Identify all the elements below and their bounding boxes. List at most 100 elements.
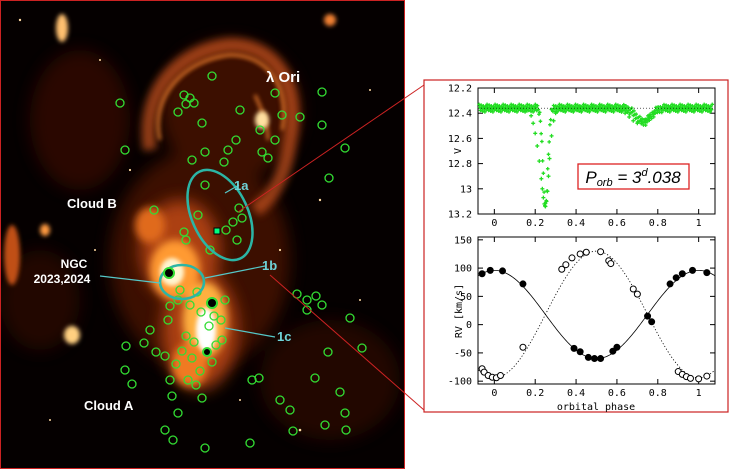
rv-secondary-point <box>562 261 570 269</box>
young-star <box>340 143 350 153</box>
lc-point-dense <box>582 105 587 110</box>
rv-primary-point <box>609 347 617 355</box>
lc-point-dense <box>556 107 561 112</box>
lc-point-dense <box>596 104 600 109</box>
young-star <box>187 155 197 165</box>
lc-point-dense <box>485 105 490 110</box>
young-star <box>255 125 265 135</box>
lc-point-dense <box>519 103 524 107</box>
young-star <box>115 98 125 108</box>
lc-point-dense <box>687 108 692 113</box>
young-star <box>151 347 161 357</box>
lc-point-dense <box>622 106 627 110</box>
young-star <box>200 443 210 453</box>
lc-point-dense <box>491 104 496 109</box>
young-star <box>216 315 226 325</box>
rv-secondary-point <box>519 343 527 351</box>
lc-point-dense <box>701 107 706 112</box>
lc-point-dense <box>588 104 592 109</box>
lc-point-dense <box>496 109 501 113</box>
lc-point-dense <box>589 102 594 107</box>
young-star <box>340 408 350 418</box>
rv-secondary-curve <box>477 250 716 379</box>
lc-point-dense <box>521 109 525 113</box>
rv-y-tick-label: -50 <box>454 348 472 359</box>
lc-point-dense <box>591 108 595 113</box>
lc-point-dense <box>486 108 491 113</box>
lc-point-dense <box>659 110 664 115</box>
light-curve-frame <box>477 87 716 215</box>
rv-primary-point <box>597 355 605 363</box>
lc-point-dense <box>495 103 500 107</box>
lc-point-dense <box>526 105 530 110</box>
lc-point-dense <box>643 120 647 125</box>
lc-point-dense <box>574 105 579 110</box>
lc-point-dense <box>693 107 698 112</box>
rv-primary-point <box>478 270 486 278</box>
lc-point-dense <box>528 106 532 110</box>
lc-x-tick-label: 0 <box>491 218 497 229</box>
rv-frame <box>477 236 716 385</box>
rv-primary-point <box>689 266 697 274</box>
lc-point-dense <box>695 108 700 113</box>
rv-primary-point <box>648 318 656 326</box>
rv-primary-point <box>519 280 527 288</box>
lc-point-dense <box>562 104 566 108</box>
lc-point-dense <box>493 102 497 107</box>
rv-secondary-point <box>558 265 566 273</box>
lc-point-dense <box>545 166 550 171</box>
lc-point-dense <box>506 107 511 111</box>
lc-point-dense <box>573 102 578 107</box>
lc-point-dense <box>583 108 587 113</box>
young-star <box>205 245 215 255</box>
region-1c-label: 1c <box>277 329 291 344</box>
lc-point-dense <box>497 104 502 108</box>
young-star <box>173 107 183 117</box>
lc-point-dense <box>618 104 622 108</box>
rv-y-label: RV [km/s] <box>454 284 465 338</box>
young-star <box>323 347 333 357</box>
young-star <box>195 366 205 376</box>
lc-point-dense <box>580 104 584 109</box>
young-star-markers <box>115 71 367 453</box>
lc-point-dense <box>499 110 503 114</box>
young-star <box>235 105 245 115</box>
lc-point-dense <box>491 110 495 114</box>
young-star <box>209 311 219 321</box>
lc-point-dense <box>490 107 494 111</box>
lc-point-dense <box>700 104 705 109</box>
lc-point-dense <box>547 140 552 144</box>
lc-point-dense <box>708 104 713 109</box>
ngc-label-line1: NGC <box>61 257 88 271</box>
young-star <box>197 393 207 403</box>
lc-point-dense <box>543 201 548 206</box>
young-star <box>200 147 210 157</box>
young-star <box>345 313 355 323</box>
lc-point-dense <box>575 103 580 107</box>
lc-x-tick-label: 0.8 <box>649 218 667 229</box>
lc-point-dense <box>529 104 534 108</box>
rv-y-tick-label: 0 <box>466 320 472 331</box>
lc-point-dense <box>597 107 601 112</box>
lc-point-dense <box>703 105 707 110</box>
young-star <box>200 180 210 190</box>
young-star <box>183 375 193 385</box>
lc-point-dense <box>483 104 488 109</box>
lc-point-dense <box>663 108 668 113</box>
rv-primary-point <box>570 344 578 352</box>
lc-point-dense <box>515 104 520 109</box>
region-1b-outline <box>158 263 206 301</box>
lc-point-dense <box>608 103 612 107</box>
young-star <box>127 379 137 389</box>
lc-point-dense <box>482 107 486 111</box>
lc-point <box>533 131 538 136</box>
lc-x-tick-label: 0.6 <box>608 218 626 229</box>
lc-point-dense <box>587 110 592 114</box>
young-star <box>335 387 345 397</box>
rv-secondary-point <box>686 374 694 382</box>
binary-star-markers <box>163 267 218 357</box>
lc-x-tick-label: 0.4 <box>567 218 585 229</box>
lc-point-dense <box>606 105 611 110</box>
young-star <box>285 405 295 415</box>
